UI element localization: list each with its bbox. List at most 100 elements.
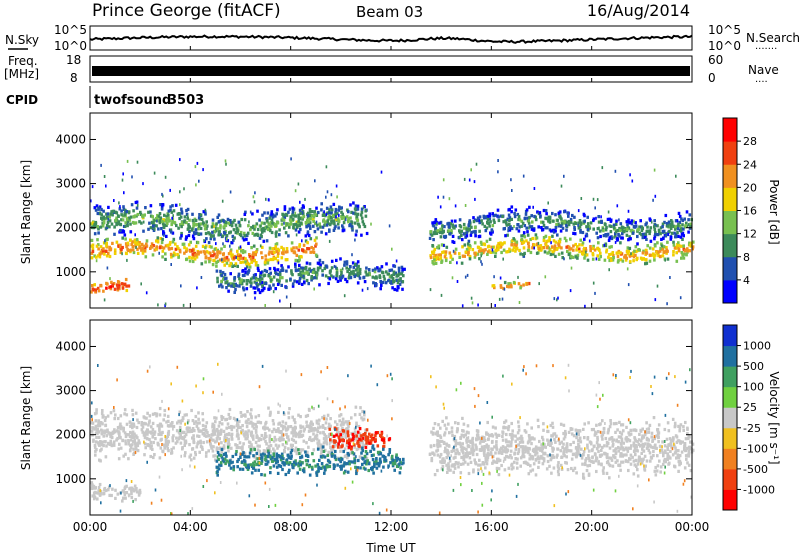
- power-cell: [478, 257, 481, 261]
- power-cell: [538, 247, 541, 251]
- power-cell: [107, 217, 110, 221]
- power-cell: [597, 241, 600, 245]
- power-cell: [465, 234, 469, 238]
- power-cell: [330, 219, 333, 223]
- power-cell: [370, 222, 372, 226]
- velocity-cell: [197, 411, 200, 415]
- velocity-cell: [687, 463, 691, 467]
- velocity-cell: [688, 445, 692, 449]
- velocity-cell: [448, 459, 452, 463]
- power-cell: [121, 236, 124, 240]
- velocity-cell: [102, 444, 105, 448]
- power-cell: [683, 249, 687, 253]
- velocity-cell: [246, 433, 249, 437]
- power-cell: [180, 231, 183, 236]
- velocity-cell: [459, 436, 462, 440]
- power-cell: [309, 217, 312, 221]
- power-cell: [251, 253, 254, 257]
- velocity-cell: [294, 426, 297, 430]
- power-cell: [441, 224, 444, 228]
- power-cell: [256, 209, 259, 213]
- power-cell: [497, 215, 500, 219]
- velocity-cell: [287, 425, 290, 429]
- velocity-cell: [462, 446, 466, 450]
- velocity-cell: [556, 464, 560, 468]
- velocity-cell: [461, 442, 464, 446]
- power-cell: [542, 246, 546, 250]
- power-cell: [604, 228, 608, 232]
- velocity-cell: [684, 454, 688, 458]
- power-cell: [676, 243, 679, 247]
- power-cell: [314, 270, 317, 274]
- velocity-cell: [596, 438, 599, 442]
- velocity-cell: [285, 427, 289, 432]
- power-cell: [571, 213, 574, 218]
- velocity-cell: [545, 467, 549, 471]
- power-cell: [306, 247, 309, 251]
- velocity-cell: [329, 438, 332, 442]
- velocity-cell: [562, 431, 565, 436]
- power-cell: [499, 284, 503, 288]
- power-cell: [101, 221, 104, 225]
- velocity-cell: [574, 428, 578, 432]
- velocity-cell: [153, 432, 156, 436]
- power-cell: [632, 229, 635, 233]
- velocity-cell: [294, 446, 298, 450]
- power-cell: [354, 212, 357, 216]
- power-cell: [207, 257, 211, 261]
- power-cell: [515, 227, 519, 231]
- power-cell: [262, 274, 266, 278]
- power-cell: [537, 225, 540, 229]
- power-cell: [204, 212, 207, 216]
- power-cell: [584, 254, 587, 258]
- velocity-cell: [222, 446, 225, 450]
- velocity-cell: [525, 446, 529, 450]
- velocity-cell: [632, 444, 636, 448]
- power-cell: [90, 256, 94, 260]
- velocity-cell: [254, 440, 258, 444]
- power-cell: [335, 215, 337, 219]
- power-cell: [153, 248, 157, 252]
- power-cell: [273, 247, 276, 251]
- power-cell: [249, 277, 253, 281]
- velocity-cell: [264, 426, 268, 430]
- power-cell: [364, 270, 368, 274]
- velocity-cell: [541, 462, 545, 466]
- velocity-cell: [527, 472, 531, 476]
- velocity-cell: [608, 425, 612, 429]
- power-cell: [560, 220, 564, 224]
- power-cell: [324, 274, 328, 278]
- velocity-cell: [166, 431, 170, 435]
- velocity-cell: [290, 437, 294, 441]
- velocity-cell: [573, 466, 577, 470]
- power-cell: [239, 254, 242, 258]
- velocity-cell: [428, 452, 432, 456]
- velocity-cell: [575, 451, 578, 455]
- velocity-cell: [322, 414, 326, 418]
- velocity-cell: [668, 461, 671, 465]
- velocity-cell: [551, 434, 554, 438]
- velocity-cell: [583, 436, 586, 440]
- power-cell: [441, 250, 444, 255]
- power-cell: [549, 229, 553, 233]
- power-cell: [179, 158, 181, 162]
- power-cell: [305, 221, 308, 225]
- power-cell: [252, 251, 255, 255]
- velocity-cell: [319, 431, 322, 435]
- power-cell: [159, 216, 163, 220]
- velocity-cell: [637, 455, 641, 459]
- velocity-cell: [634, 428, 638, 433]
- power-cell: [613, 235, 615, 239]
- velocity-cell: [643, 433, 647, 437]
- power-cell: [257, 288, 260, 292]
- power-cell: [263, 262, 267, 266]
- power-cell: [626, 227, 629, 231]
- power-cell: [304, 267, 307, 271]
- power-cell: [644, 223, 647, 227]
- power-cell: [358, 276, 362, 280]
- velocity-cell: [211, 425, 214, 429]
- power-cell: [203, 210, 207, 214]
- velocity-cell: [604, 436, 608, 441]
- power-cell: [269, 286, 272, 290]
- power-cell: [674, 225, 677, 229]
